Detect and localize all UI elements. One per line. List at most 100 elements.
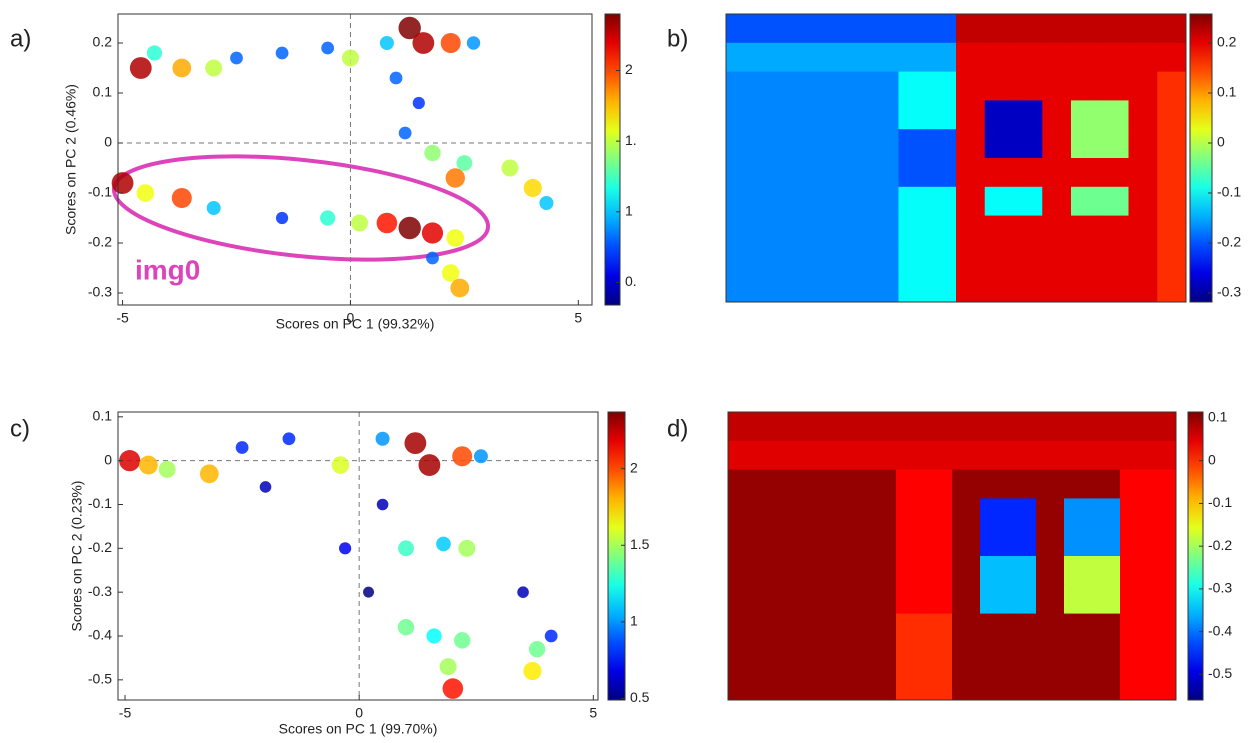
heatmap-cell	[726, 244, 756, 274]
heatmap-cell	[1064, 642, 1093, 672]
heatmap-cell	[812, 158, 842, 188]
density-point	[235, 441, 249, 454]
colorbar-tick-label: -0.2	[1217, 234, 1241, 250]
heatmap-cell	[1071, 42, 1101, 73]
heatmap-cell	[1092, 671, 1121, 701]
heatmap-cell	[1013, 129, 1043, 159]
colorbar-tick-label: 0.2	[1217, 34, 1237, 50]
heatmap-cell	[1008, 469, 1037, 499]
heatmap-cell	[952, 613, 981, 643]
heatmap-cell	[1013, 14, 1043, 44]
heatmap-cell	[956, 71, 986, 101]
heatmap-cell	[1099, 186, 1129, 217]
density-point	[442, 678, 464, 699]
heatmap-cell	[1064, 469, 1093, 499]
density-point	[363, 586, 375, 598]
y-tick-label: -0.4	[88, 627, 112, 643]
heatmap-cell	[784, 527, 813, 557]
colorbar-tick-label: 0	[1208, 451, 1216, 467]
heatmap-cell	[754, 129, 784, 159]
heatmap-cell	[812, 642, 841, 672]
heatmap-cell	[1092, 556, 1121, 586]
heatmap-cell	[1071, 71, 1101, 101]
heatmap-cell	[1092, 440, 1121, 471]
heatmap-cell	[728, 440, 757, 471]
heatmap-cell	[784, 440, 813, 471]
y-tick-label: 0.1	[93, 84, 113, 100]
heatmap-cell	[980, 527, 1009, 557]
heatmap-cell	[812, 100, 842, 130]
panel-label: c)	[10, 415, 30, 442]
heatmap-cell	[1157, 100, 1187, 130]
heatmap-cell	[1128, 215, 1158, 245]
heatmap-cell	[1157, 71, 1187, 101]
heatmap-cell	[840, 613, 869, 643]
heatmap-cell	[868, 613, 897, 643]
heatmap-cell	[1128, 100, 1158, 130]
heatmap-cell	[1148, 671, 1177, 701]
heatmap-cell	[840, 412, 869, 442]
heatmap-cell	[1099, 244, 1129, 274]
heatmap-cell	[754, 273, 784, 303]
heatmap-cell	[927, 186, 957, 217]
heatmap-cell	[980, 671, 1009, 701]
heatmap-cell	[1008, 556, 1037, 586]
heatmap-cell	[896, 440, 925, 471]
colorbar-tick-label: 1.	[625, 132, 637, 148]
heatmap-cell	[980, 440, 1009, 471]
heatmap-cell	[812, 71, 842, 101]
density-point	[452, 446, 473, 467]
x-tick-label: -5	[119, 705, 132, 721]
heatmap-cell	[984, 186, 1014, 217]
heatmap-cell	[952, 671, 981, 701]
heatmap-cell	[927, 273, 957, 303]
heatmap-cell	[1099, 215, 1129, 245]
heatmap-cell	[956, 129, 986, 159]
heatmap-cell	[783, 273, 813, 303]
heatmap-cell	[984, 14, 1014, 44]
heatmap-cell	[783, 129, 813, 159]
heatmap-cell	[1157, 14, 1187, 44]
heatmap-cell	[1099, 273, 1129, 303]
heatmap-cell	[984, 42, 1014, 73]
heatmap-cell	[868, 671, 897, 701]
heatmap-cell	[1099, 71, 1129, 101]
heatmap-cell	[812, 186, 842, 217]
heatmap-cell	[896, 584, 925, 615]
heatmap-cell	[812, 469, 841, 499]
density-point	[199, 464, 219, 484]
colorbar-tick-label: 2	[625, 61, 633, 77]
heatmap-cell	[784, 671, 813, 701]
heatmap-cell	[924, 412, 953, 442]
colorbar-tick-label: 1	[625, 202, 633, 218]
heatmap-cell	[896, 556, 925, 586]
heatmap-cell	[1120, 440, 1149, 471]
heatmap-cell	[924, 584, 953, 615]
heatmap-cell	[1120, 556, 1149, 586]
colorbar-tick-label: 0.1	[1217, 84, 1237, 100]
density-point	[441, 264, 460, 282]
x-tick-label: 0	[355, 705, 363, 721]
heatmap-cell	[783, 14, 813, 44]
heatmap-cell	[1092, 412, 1121, 442]
y-tick-label: -0.2	[88, 234, 112, 250]
density-point	[523, 661, 542, 681]
density-point	[446, 229, 465, 247]
heatmap-cell	[924, 469, 953, 499]
density-point	[205, 59, 223, 77]
heatmap-cell	[927, 100, 957, 130]
heatmap-cell	[1128, 129, 1158, 159]
heatmap-cell	[1036, 498, 1065, 528]
heatmap-cell	[812, 215, 842, 245]
density-point	[440, 33, 461, 53]
heatmap-cell	[1042, 244, 1072, 274]
heatmap-cell	[754, 186, 784, 217]
heatmap-cell	[927, 215, 957, 245]
heatmap-cell	[1036, 671, 1065, 701]
heatmap-cell	[841, 215, 871, 245]
heatmap-cell	[984, 273, 1014, 303]
colorbar-tick-label: -0.1	[1208, 494, 1232, 510]
density-point	[450, 278, 470, 298]
heatmap-cell	[1099, 42, 1129, 73]
heatmap-cell	[841, 71, 871, 101]
